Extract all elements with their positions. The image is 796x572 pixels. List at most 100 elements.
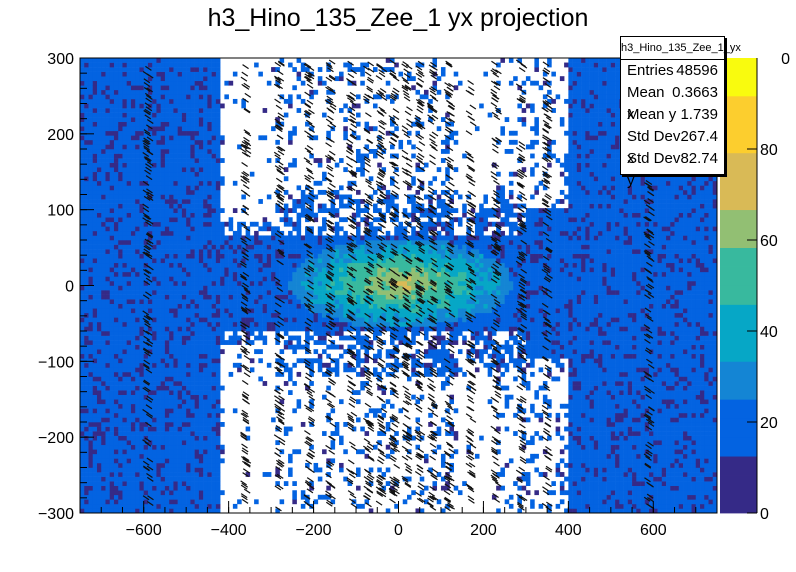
- heatmap-cell: [385, 422, 391, 427]
- heatmap-cell: [194, 317, 200, 323]
- heatmap-cell: [135, 285, 140, 291]
- heatmap-cell: [84, 381, 89, 386]
- heatmap-cell: [126, 167, 132, 173]
- heatmap-cell: [326, 208, 331, 213]
- heatmap-cell: [186, 440, 191, 446]
- heatmap-cell: [147, 271, 153, 277]
- heatmap-cell: [381, 312, 387, 318]
- heatmap-cell: [88, 440, 94, 446]
- heatmap-cell: [122, 381, 128, 386]
- heatmap-cell: [181, 381, 187, 386]
- heatmap-cell: [215, 435, 221, 441]
- heatmap-cell: [203, 326, 208, 332]
- heatmap-cell: [190, 103, 195, 109]
- heatmap-cell: [339, 344, 344, 350]
- heatmap-cell: [92, 253, 98, 259]
- heatmap-cell: [84, 217, 89, 223]
- heatmap-cell: [313, 321, 319, 327]
- heatmap-cell: [152, 126, 157, 132]
- heatmap-cell: [262, 321, 268, 327]
- heatmap-cell: [309, 226, 314, 232]
- heatmap-cell: [309, 299, 314, 304]
- heatmap-cell: [279, 499, 285, 505]
- heatmap-cell: [322, 240, 327, 245]
- heatmap-cell: [92, 317, 98, 323]
- heatmap-cell: [88, 280, 94, 286]
- heatmap-cell: [177, 221, 183, 227]
- heatmap-cell: [232, 290, 238, 295]
- heatmap-cell: [164, 303, 170, 309]
- heatmap-cell: [156, 422, 161, 427]
- heatmap-cell: [356, 303, 361, 309]
- heatmap-cell: [84, 331, 89, 336]
- heatmap-cell: [194, 290, 200, 295]
- heatmap-cell: [101, 453, 106, 459]
- heatmap-cell: [156, 340, 161, 345]
- heatmap-cell: [245, 426, 251, 432]
- heatmap-cell: [211, 376, 217, 382]
- heatmap-cell: [406, 139, 412, 145]
- heatmap-cell: [190, 353, 195, 359]
- heatmap-cell: [126, 476, 132, 482]
- heatmap-cell: [186, 62, 191, 68]
- heatmap-cell: [406, 258, 412, 264]
- heatmap-cell: [283, 290, 289, 295]
- heatmap-cell: [88, 153, 94, 159]
- heatmap-cell: [181, 108, 187, 113]
- heatmap-cell: [105, 444, 111, 450]
- heatmap-cell: [347, 317, 353, 323]
- heatmap-cell: [207, 321, 212, 327]
- heatmap-cell: [143, 344, 149, 350]
- heatmap-cell: [126, 67, 132, 72]
- heatmap-cell: [160, 444, 166, 450]
- heatmap-cell: [254, 335, 259, 341]
- heatmap-cell: [156, 58, 161, 63]
- heatmap-cell: [228, 258, 234, 264]
- heatmap-cell: [105, 312, 111, 318]
- heatmap-cell: [152, 503, 157, 509]
- heatmap-cell: [122, 103, 128, 109]
- heatmap-cell: [130, 153, 136, 159]
- heatmap-cell: [296, 335, 302, 341]
- heatmap-cell: [356, 290, 361, 295]
- heatmap-cell: [126, 317, 132, 323]
- heatmap-cell: [139, 249, 144, 254]
- heatmap-cell: [237, 499, 242, 505]
- heatmap-cell: [334, 285, 340, 291]
- heatmap-cell: [190, 476, 195, 482]
- heatmap-cell: [232, 317, 238, 323]
- heatmap-cell: [394, 62, 399, 68]
- heatmap-cell: [364, 340, 370, 345]
- heatmap-cell: [109, 158, 115, 163]
- heatmap-cell: [181, 121, 187, 127]
- heatmap-cell: [113, 249, 119, 254]
- heatmap-cell: [351, 308, 357, 314]
- heatmap-cell: [368, 299, 374, 304]
- heatmap-cell: [194, 158, 200, 163]
- heatmap-cell: [122, 349, 128, 355]
- heatmap-cell: [296, 244, 302, 250]
- heatmap-cell: [198, 508, 204, 513]
- heatmap-cell: [190, 494, 195, 500]
- heatmap-cell: [279, 349, 285, 355]
- heatmap-cell: [186, 98, 191, 104]
- heatmap-cell: [88, 467, 94, 473]
- heatmap-cell: [279, 449, 285, 455]
- heatmap-cell: [169, 367, 174, 373]
- heatmap-cell: [139, 444, 144, 450]
- heatmap-cell: [164, 417, 170, 423]
- heatmap-cell: [105, 130, 111, 136]
- heatmap-cell: [109, 399, 115, 405]
- heatmap-cell: [169, 449, 174, 455]
- heatmap-cell: [160, 303, 166, 309]
- heatmap-cell: [279, 371, 285, 377]
- heatmap-cell: [364, 249, 370, 254]
- heatmap-cell: [139, 58, 144, 63]
- heatmap-cell: [215, 294, 221, 300]
- heatmap-cell: [173, 331, 178, 336]
- heatmap-cell: [186, 167, 191, 173]
- heatmap-cell: [296, 108, 302, 113]
- heatmap-cell: [343, 194, 348, 200]
- heatmap-cell: [262, 217, 268, 223]
- heatmap-cell: [96, 440, 102, 446]
